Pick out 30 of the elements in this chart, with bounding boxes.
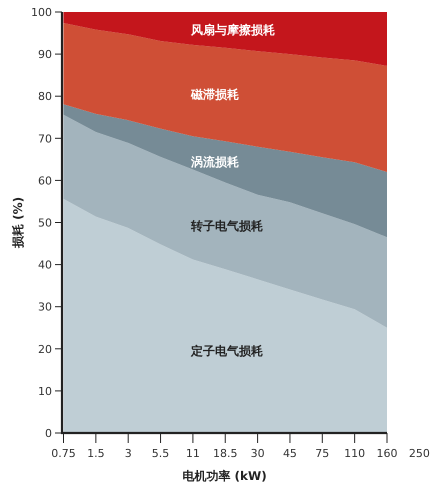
- y-tick-label: 40: [38, 258, 52, 272]
- series-label: 涡流损耗: [190, 154, 239, 169]
- y-tick-label: 10: [38, 384, 52, 398]
- x-tick-label: 30: [250, 447, 265, 460]
- series-label: 风扇与摩擦损耗: [190, 22, 275, 37]
- y-tick-label: 20: [38, 342, 52, 356]
- y-tick-label: 60: [38, 174, 52, 188]
- y-tick-label: 80: [38, 90, 52, 104]
- y-tick-label: 100: [31, 6, 52, 19]
- x-tick-label: 160: [376, 447, 398, 460]
- x-tick-label: 11: [186, 447, 200, 460]
- x-tick-label: 3: [124, 447, 132, 460]
- x-axis-title: 电机功率 (kW): [182, 469, 267, 483]
- x-tick-label: 0.75: [51, 447, 76, 460]
- y-tick-label: 90: [38, 48, 52, 62]
- x-tick-label: 18.5: [213, 447, 238, 460]
- x-tick-label: 1.5: [87, 447, 105, 460]
- y-tick-label: 0: [45, 427, 52, 440]
- x-tick-label: 5.5: [152, 447, 170, 460]
- y-tick-label: 50: [38, 216, 52, 230]
- y-tick-label: 70: [38, 132, 52, 146]
- x-tick-label: 250: [408, 447, 430, 460]
- series-label: 定子电气损耗: [190, 344, 263, 358]
- x-tick-label: 45: [282, 447, 297, 460]
- series-label: 磁滞损耗: [190, 88, 239, 102]
- series-label: 转子电气损耗: [190, 218, 263, 233]
- x-tick-label: 75: [315, 447, 330, 460]
- y-axis-title: 损耗 (%): [11, 196, 25, 250]
- y-tick-label: 30: [38, 300, 52, 314]
- x-tick-label: 110: [344, 447, 366, 460]
